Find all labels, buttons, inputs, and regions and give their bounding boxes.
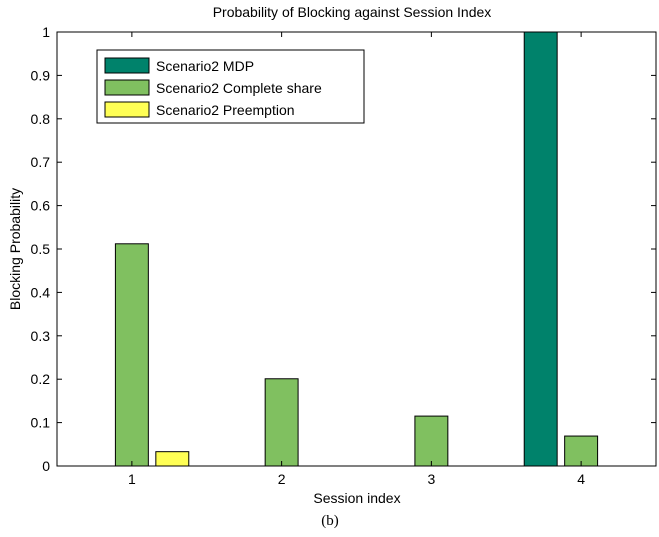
figure-caption: (b) <box>321 513 339 529</box>
y-tick-label: 0.3 <box>31 328 51 344</box>
x-tick-label: 1 <box>128 471 136 487</box>
y-axis-label: Blocking Probability <box>7 188 23 310</box>
bar-s2-1 <box>114 243 149 467</box>
legend-label-3: Scenario2 Preemption <box>156 102 295 118</box>
bar-s2-2 <box>264 378 299 467</box>
legend-swatch-1 <box>104 57 150 74</box>
legend-swatch-3 <box>104 101 150 118</box>
chart-title: Probability of Blocking against Session … <box>213 4 492 20</box>
y-tick-label: 0.5 <box>31 241 51 257</box>
x-axis-label: Session index <box>313 490 400 506</box>
x-axis-ticks: 1 2 3 4 <box>128 32 585 487</box>
y-tick-label: 0.8 <box>31 111 51 127</box>
x-tick-label: 3 <box>427 471 435 487</box>
y-tick-label: 0.6 <box>31 198 51 214</box>
y-tick-label: 1 <box>42 24 50 40</box>
bar-s1-4 <box>523 31 558 467</box>
x-tick-label: 4 <box>577 471 585 487</box>
legend: Scenario2 MDP Scenario2 Complete share Sce… <box>96 49 365 124</box>
x-tick-label: 2 <box>278 471 286 487</box>
bar-s2-3 <box>414 415 449 467</box>
y-tick-label: 0 <box>42 458 50 474</box>
y-tick-label: 0.1 <box>31 415 51 431</box>
legend-label-2: Scenario2 Complete share <box>156 80 322 96</box>
bars-group <box>114 31 599 467</box>
y-axis-ticks: 0 0.1 0.2 0.3 0.4 0.5 0.6 0.7 0.8 0.9 1 <box>31 24 656 474</box>
y-tick-label: 0.9 <box>31 67 51 83</box>
legend-label-1: Scenario2 MDP <box>156 58 254 74</box>
y-tick-label: 0.7 <box>31 154 51 170</box>
y-tick-label: 0.4 <box>31 284 51 300</box>
legend-swatch-2 <box>104 79 150 96</box>
bar-s3-1 <box>155 451 190 467</box>
y-tick-label: 0.2 <box>31 371 51 387</box>
